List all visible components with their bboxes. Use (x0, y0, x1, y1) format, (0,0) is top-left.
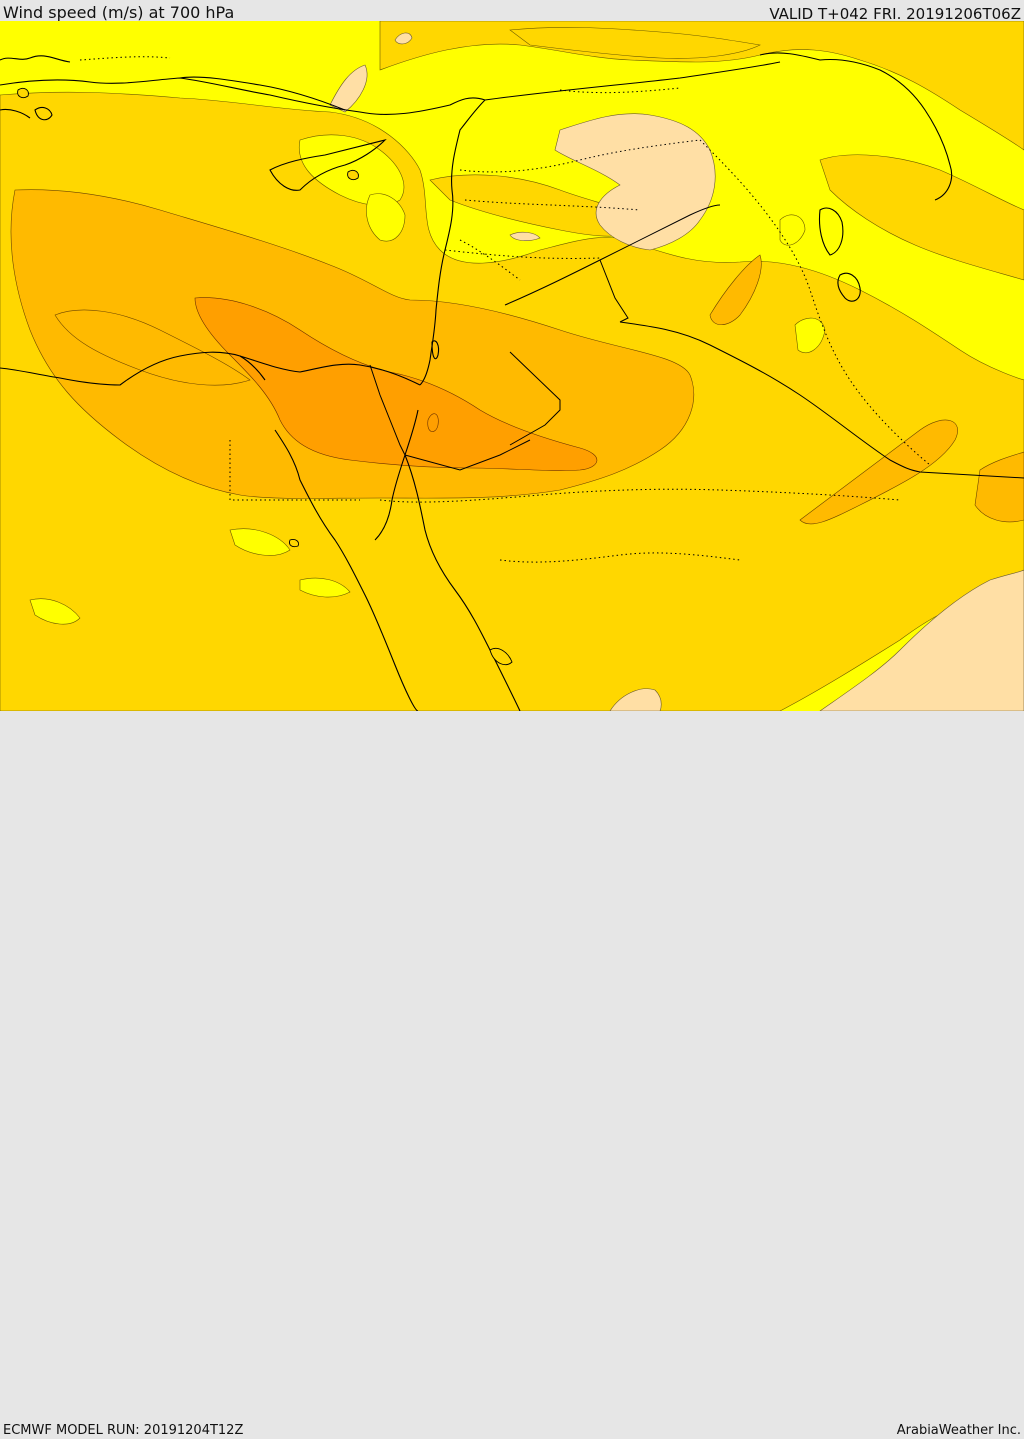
wind-speed-map (0, 21, 1024, 711)
wind-band-level-3 (10, 189, 1024, 525)
wind-band-level-4 (194, 297, 598, 471)
boundary-lines (369, 61, 1024, 479)
footer-bar: ECMWF MODEL RUN: 20191204T12Z ArabiaWeat… (0, 711, 1024, 1438)
islands (17, 87, 513, 666)
model-run-label: ECMWF MODEL RUN: 20191204T12Z (3, 1423, 244, 1438)
political-borders (79, 56, 931, 563)
valid-time: VALID T+042 FRI. 20191206T06Z (769, 5, 1021, 23)
header-bar: Wind speed (m/s) at 700 hPa VALID T+042 … (0, 0, 1024, 23)
wind-band-level-5 (329, 32, 1024, 711)
map-title: Wind speed (m/s) at 700 hPa (3, 3, 235, 22)
credit-label: ArabiaWeather Inc. (896, 1423, 1021, 1438)
